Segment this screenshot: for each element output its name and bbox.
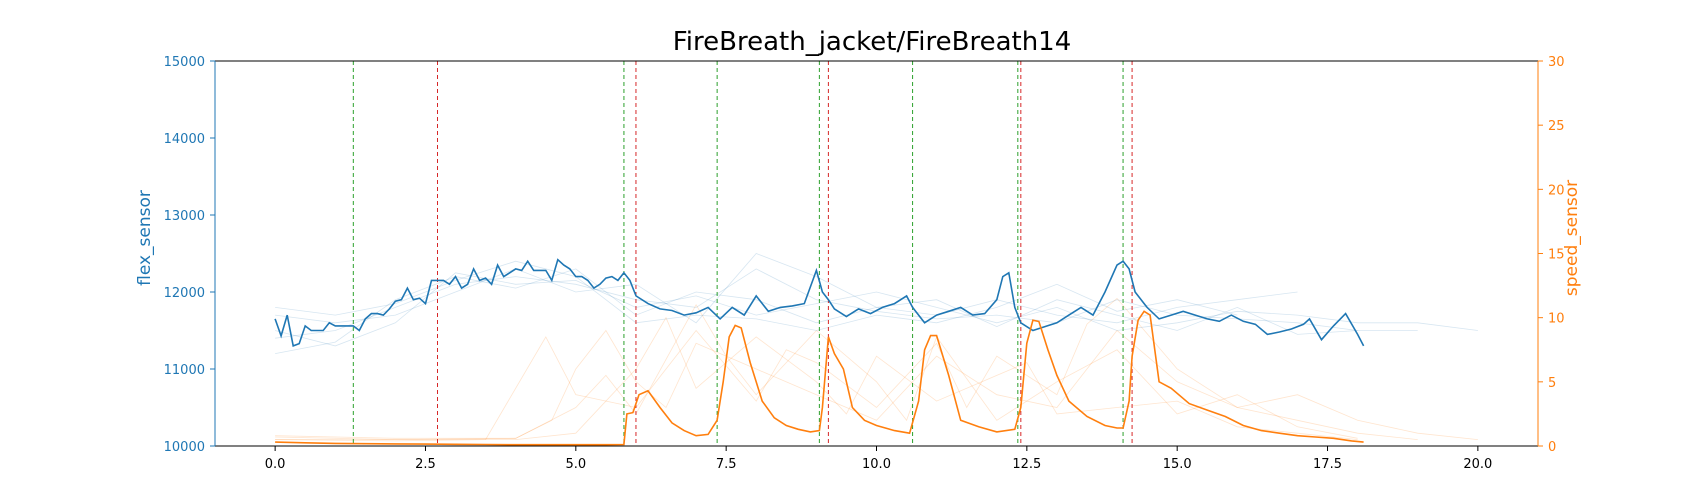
y-left-tick-label: 12000 <box>164 286 205 301</box>
y-right-tick-label: 20 <box>1548 183 1565 198</box>
x-tick-label: 20.0 <box>1463 457 1492 472</box>
chart-title: FireBreath_jacket/FireBreath14 <box>673 27 1072 57</box>
x-tick-label: 0.0 <box>265 457 286 472</box>
y-right-tick-label: 10 <box>1548 312 1565 327</box>
y-right-tick-label: 5 <box>1548 376 1556 391</box>
main-series <box>274 258 1365 446</box>
x-tick-label: 17.5 <box>1313 457 1342 472</box>
x-tick-label: 12.5 <box>1012 457 1041 472</box>
y-right-tick-label: 15 <box>1548 248 1565 263</box>
speed-background-line-1 <box>275 303 1358 439</box>
flex-background-line-0 <box>275 268 1418 339</box>
y-left-tick-label: 15000 <box>164 55 205 70</box>
flex-background-line-2 <box>275 253 1298 324</box>
x-tick-label: 7.5 <box>716 457 737 472</box>
x-tick-label: 2.5 <box>415 457 436 472</box>
x-tick-label: 5.0 <box>565 457 586 472</box>
speed-background-traces <box>275 297 1478 442</box>
y-left-tick-label: 13000 <box>164 209 205 224</box>
y-right-tick-label: 25 <box>1548 119 1565 134</box>
y-left-tick-label: 14000 <box>164 132 205 147</box>
speed-background-line-2 <box>275 297 1418 442</box>
y-left-tick-label: 11000 <box>164 363 205 378</box>
y-left-tick-label: 10000 <box>164 440 205 455</box>
flex-sensor-line <box>274 258 1365 347</box>
y-right-tick-label: 0 <box>1548 440 1556 455</box>
speed-background-line-3 <box>275 316 1358 440</box>
axes <box>214 60 1539 447</box>
ticks: 0.0 2.5 5.0 7.5 10.0 12.5 15.0 17.5 20.0 10000 110… <box>164 55 1565 472</box>
event-markers <box>352 61 1133 446</box>
y-right-tick-label: 30 <box>1548 55 1565 70</box>
y-axis-right-label: speed_sensor <box>1562 180 1582 296</box>
speed-sensor-line <box>275 310 1364 446</box>
speed-background-line-0 <box>275 329 1478 440</box>
x-tick-label: 10.0 <box>862 457 891 472</box>
y-axis-left-label: flex_sensor <box>135 190 155 286</box>
x-tick-label: 15.0 <box>1163 457 1192 472</box>
flex-background-line-4 <box>275 260 1238 331</box>
flex-background-traces <box>275 253 1478 354</box>
flex-background-line-3 <box>275 272 1478 347</box>
